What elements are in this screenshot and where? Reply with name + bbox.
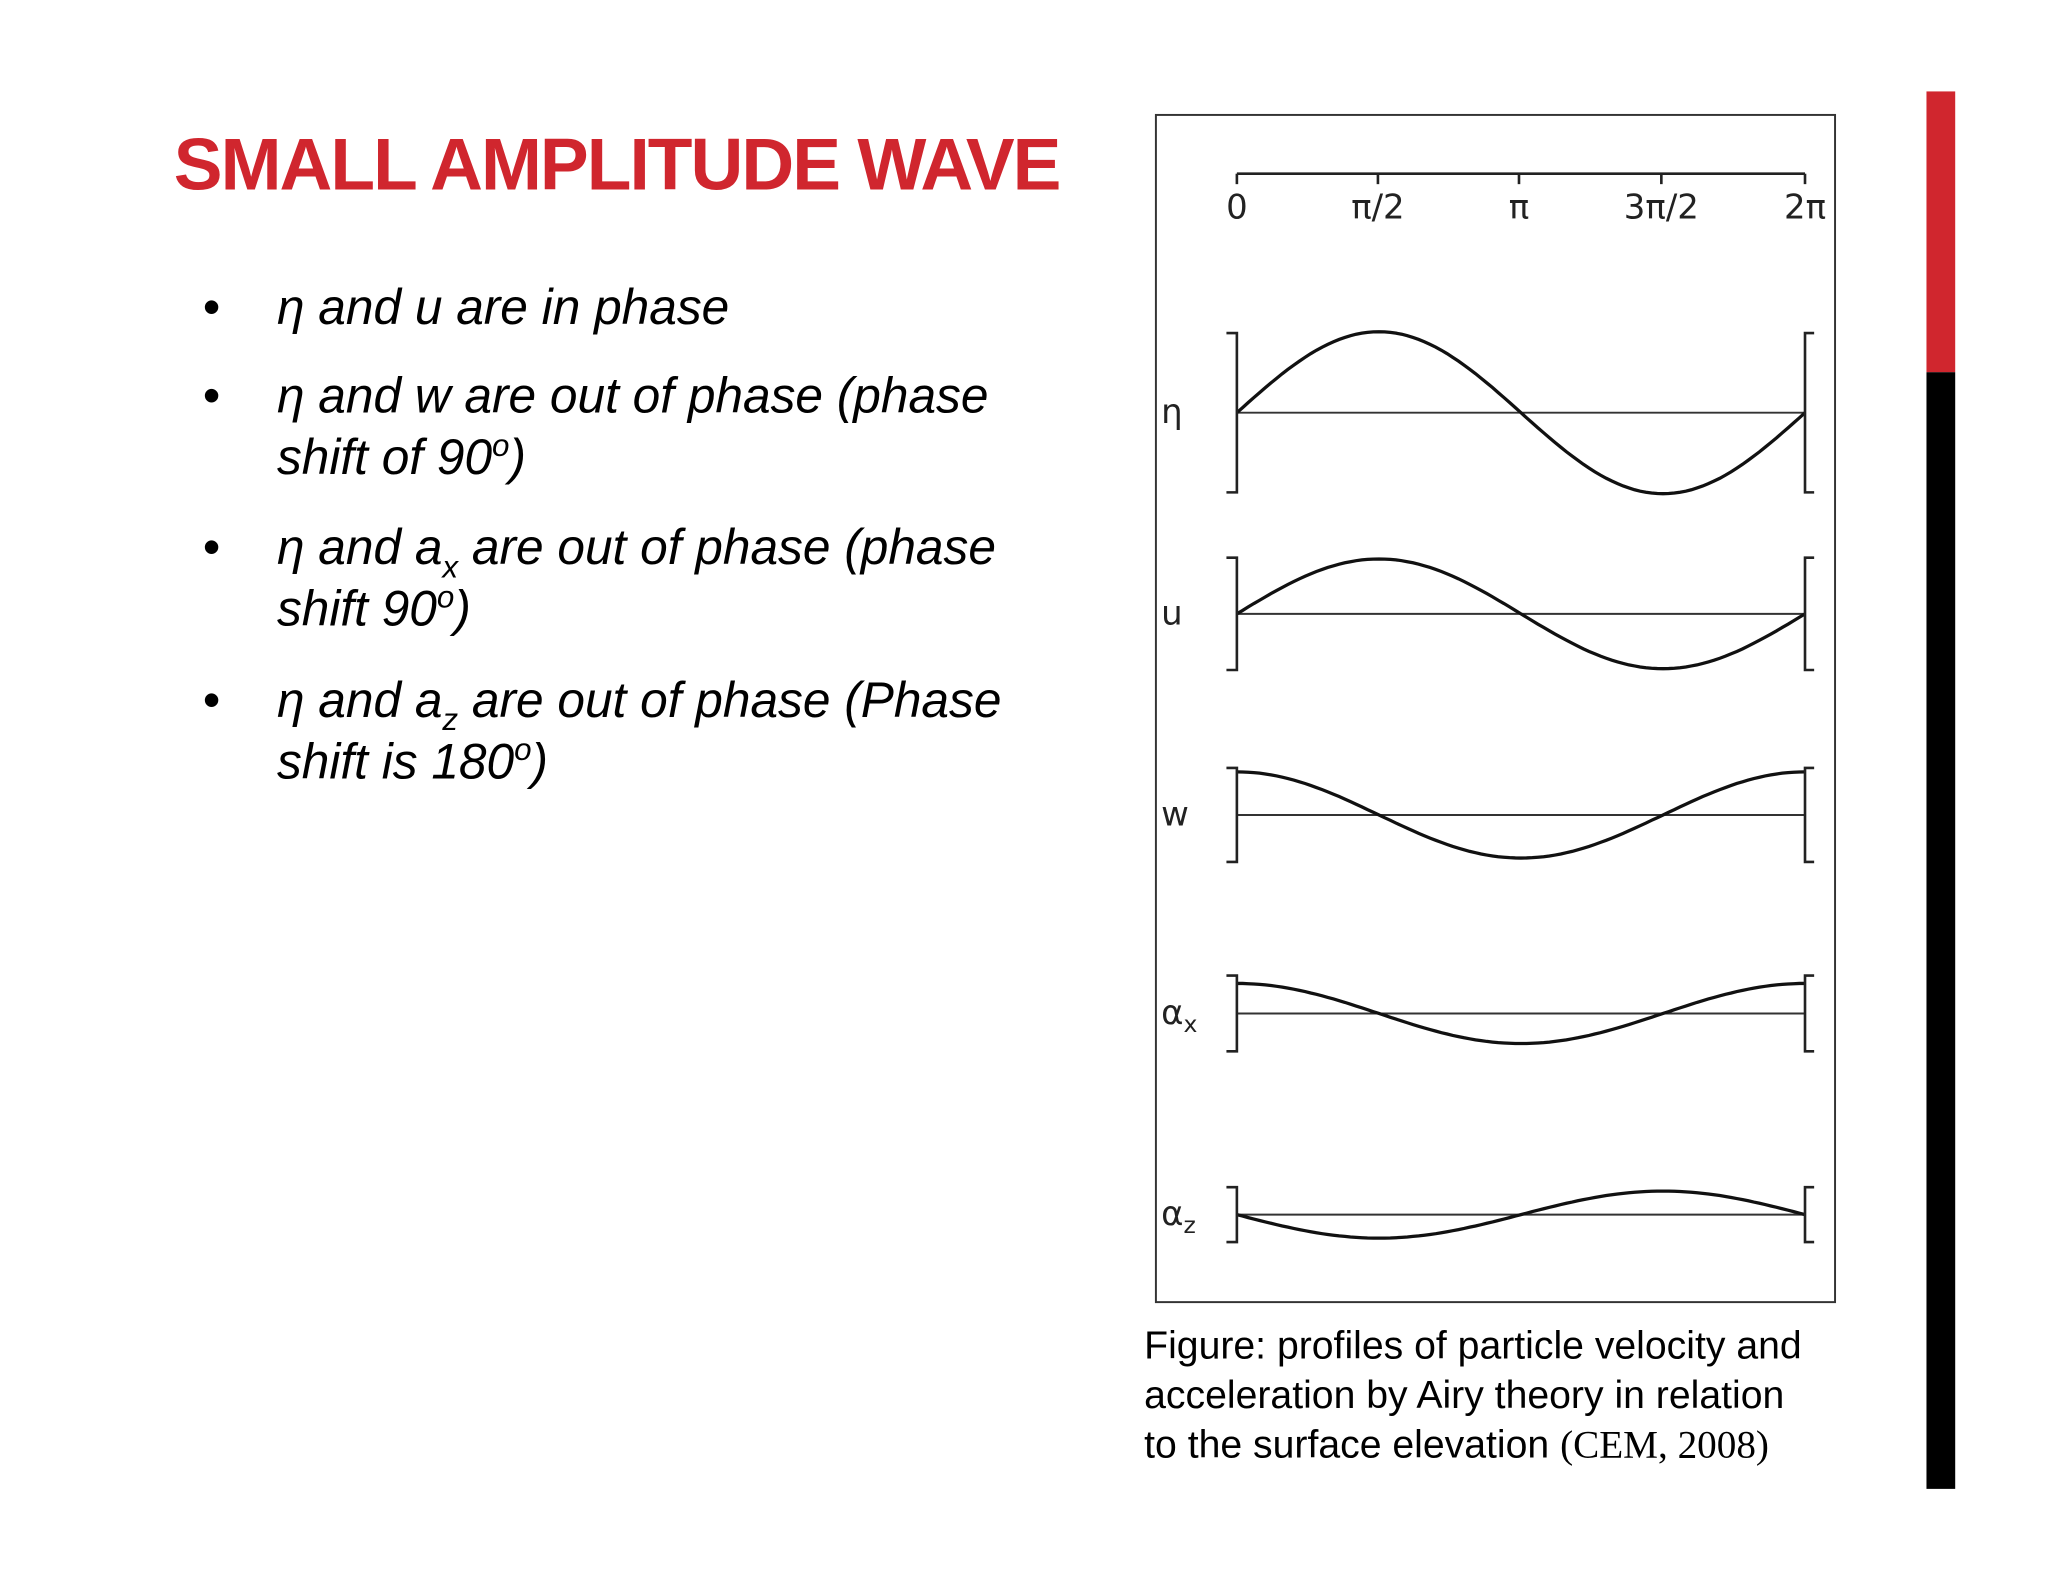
- symbol: α: [1161, 993, 1183, 1033]
- text: are out of phase (phase: [458, 519, 996, 575]
- curve-label: w: [1161, 794, 1189, 834]
- bullet-text: η and ax are out of phase (phase: [277, 519, 996, 584]
- subscript: z: [1184, 1211, 1196, 1239]
- wave-curve: [1236, 557, 1806, 671]
- side-bar-black: [1926, 372, 1956, 1489]
- symbol: η: [1161, 392, 1183, 432]
- subscript: z: [441, 702, 458, 737]
- superscript: o: [437, 579, 454, 614]
- wave-curve: [1235, 330, 1807, 496]
- curve-label: αx: [1161, 993, 1197, 1038]
- superscript: o: [492, 428, 509, 463]
- curve-label: η: [1161, 392, 1183, 432]
- slide-title: SMALL AMPLITUDE WAVE: [174, 124, 1060, 205]
- wave-curve: [1236, 1189, 1806, 1240]
- axis-label: π/2: [1351, 187, 1404, 227]
- text: to the surface elevation: [1144, 1424, 1560, 1467]
- bracket: [1803, 1185, 1815, 1244]
- text: η and a: [277, 672, 442, 728]
- axis-label: 0: [1226, 187, 1248, 227]
- wave-curve: [1236, 981, 1806, 1046]
- text: ): [527, 733, 549, 789]
- bullet-dot: •: [203, 368, 220, 424]
- bullet-text: η and az are out of phase (Phase: [277, 672, 1001, 737]
- bracket: [1803, 331, 1815, 494]
- text: ): [449, 581, 471, 637]
- symbol: w: [1161, 794, 1189, 834]
- bracket: [1226, 1185, 1239, 1244]
- caption: acceleration by Airy theory in relation: [1144, 1374, 1784, 1417]
- subscript: x: [440, 549, 459, 584]
- symbol: α: [1161, 1194, 1183, 1234]
- curve-label: u: [1161, 593, 1183, 633]
- bullet-text: shift 90o): [277, 579, 471, 636]
- side-bar-red: [1926, 91, 1956, 373]
- text: ): [504, 429, 526, 485]
- bracket: [1226, 331, 1239, 494]
- caption: to the surface elevation (CEM, 2008): [1144, 1424, 1769, 1467]
- bullet-dot: •: [203, 279, 220, 335]
- bracket: [1803, 974, 1815, 1053]
- wave-curve: [1236, 770, 1806, 860]
- symbol: u: [1161, 593, 1183, 633]
- superscript: o: [514, 732, 531, 767]
- bracket: [1226, 556, 1239, 672]
- bullet-dot: •: [203, 519, 220, 575]
- figure-frame: [1154, 113, 1837, 1304]
- bullet-text: shift of 90o): [277, 428, 526, 485]
- axis-label: π: [1509, 187, 1529, 227]
- curve-label: αz: [1161, 1194, 1196, 1239]
- bracket: [1803, 556, 1815, 672]
- text: shift 90: [277, 581, 437, 637]
- bracket: [1226, 766, 1239, 864]
- axis-label: 2π: [1784, 187, 1826, 227]
- caption: Figure: profiles of particle velocity an…: [1144, 1324, 1802, 1367]
- text: are out of phase (Phase: [458, 672, 1001, 728]
- bracket: [1803, 766, 1815, 864]
- bracket: [1226, 974, 1239, 1053]
- source: (CEM, 2008): [1560, 1424, 1769, 1467]
- bullet-dot: •: [203, 672, 220, 728]
- bullet-text: η and u are in phase: [277, 279, 729, 335]
- bullet-text: shift is 180o): [277, 732, 548, 789]
- subscript: x: [1184, 1010, 1198, 1038]
- text: shift is 180: [277, 733, 515, 789]
- text: η and a: [277, 519, 442, 575]
- bullet-text: η and w are out of phase (phase: [277, 368, 989, 424]
- text: shift of 90: [277, 429, 493, 485]
- axis-label: 3π/2: [1624, 187, 1699, 227]
